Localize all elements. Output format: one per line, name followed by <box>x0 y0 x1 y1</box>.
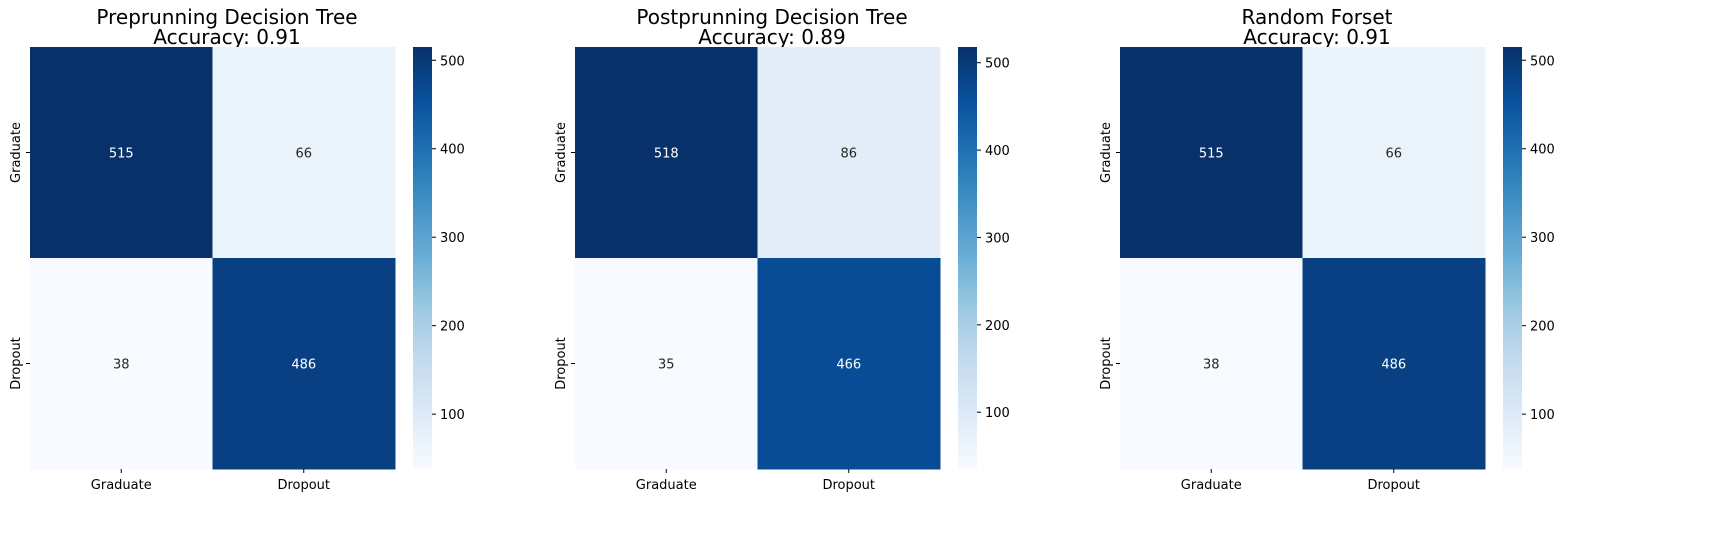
y-tick-label: Dropout <box>1099 337 1114 390</box>
colorbar-tick-label: 100 <box>440 408 465 423</box>
cell-value-label: 486 <box>1381 358 1406 373</box>
heatmap-cell <box>575 47 758 259</box>
heatmap-svg: 515 66 38 486 Graduate Dropout Graduate Dropout… <box>9 47 465 493</box>
cell-value-label: 515 <box>1199 147 1224 162</box>
heatmap-svg: 515 66 38 486 Graduate Dropout Graduate Dropout… <box>1099 47 1555 493</box>
heatmap-panel-random-forest: Random Forset Accuracy: 0.91 515 66 38 486 G… <box>1090 0 1635 553</box>
x-tick-label: Dropout <box>1367 478 1420 493</box>
cell-value-label: 515 <box>109 147 134 162</box>
colorbar-tick-label: 300 <box>1530 231 1555 246</box>
colorbar-tick-label: 500 <box>985 57 1010 72</box>
y-tick-label: Dropout <box>554 337 569 390</box>
heatmap-cell <box>1302 47 1486 259</box>
colorbar-tick-label: 200 <box>985 319 1010 334</box>
chart-title: Preprunning Decision Tree <box>96 5 358 29</box>
cell-value-label: 486 <box>291 358 316 373</box>
heatmap-cell <box>30 47 213 259</box>
cell-value-label: 35 <box>658 358 675 373</box>
colorbar-tick-label: 200 <box>1530 320 1555 335</box>
heatmap-cell <box>1120 258 1303 470</box>
cell-value-label: 518 <box>654 147 679 162</box>
colorbar <box>958 47 977 469</box>
colorbar-tick-label: 300 <box>985 231 1010 246</box>
y-tick-label: Graduate <box>554 122 569 183</box>
heatmap-cell <box>212 258 396 470</box>
colorbar <box>413 47 432 469</box>
colorbar-tick-label: 400 <box>1530 143 1555 158</box>
colorbar-tick-label: 500 <box>1530 54 1555 69</box>
x-tick-label: Dropout <box>822 478 875 493</box>
y-tick-label: Graduate <box>1099 122 1114 183</box>
cell-value-label: 86 <box>840 147 857 162</box>
colorbar-tick-label: 400 <box>985 144 1010 159</box>
heatmap-cell <box>1120 47 1303 259</box>
chart-subtitle: Accuracy: 0.91 <box>1243 25 1391 49</box>
cell-value-label: 466 <box>836 358 861 373</box>
heatmap-cell <box>30 258 213 470</box>
heatmap-cell <box>212 47 396 259</box>
x-tick-label: Graduate <box>91 478 152 493</box>
colorbar-tick-label: 400 <box>440 143 465 158</box>
cell-value-label: 66 <box>295 147 312 162</box>
y-tick-label: Graduate <box>9 122 24 183</box>
heatmap-svg: 518 86 35 466 Graduate Dropout Graduate Dropout… <box>554 47 1010 493</box>
colorbar <box>1503 47 1522 469</box>
chart-subtitle: Accuracy: 0.89 <box>698 25 846 49</box>
chart-title: Random Forset <box>1241 5 1393 29</box>
heatmap-cell <box>575 258 758 470</box>
cell-value-label: 38 <box>1203 358 1220 373</box>
x-tick-label: Graduate <box>1181 478 1242 493</box>
heatmap-cell <box>1302 258 1486 470</box>
chart-title: Postprunning Decision Tree <box>636 5 908 29</box>
heatmap-panel-postprunning: Postprunning Decision Tree Accuracy: 0.8… <box>545 0 1090 553</box>
cell-value-label: 38 <box>113 358 130 373</box>
heatmap-cell <box>757 47 941 259</box>
colorbar-tick-label: 300 <box>440 231 465 246</box>
cell-value-label: 66 <box>1385 147 1402 162</box>
x-tick-label: Dropout <box>277 478 330 493</box>
x-tick-label: Graduate <box>636 478 697 493</box>
colorbar-tick-label: 100 <box>1530 408 1555 423</box>
heatmap-panel-preprunning: Preprunning Decision Tree Accuracy: 0.91… <box>0 0 545 553</box>
colorbar-tick-label: 500 <box>440 54 465 69</box>
colorbar-tick-label: 100 <box>985 406 1010 421</box>
y-tick-label: Dropout <box>9 337 24 390</box>
heatmap-cell <box>757 258 941 470</box>
colorbar-tick-label: 200 <box>440 320 465 335</box>
chart-subtitle: Accuracy: 0.91 <box>153 25 301 49</box>
